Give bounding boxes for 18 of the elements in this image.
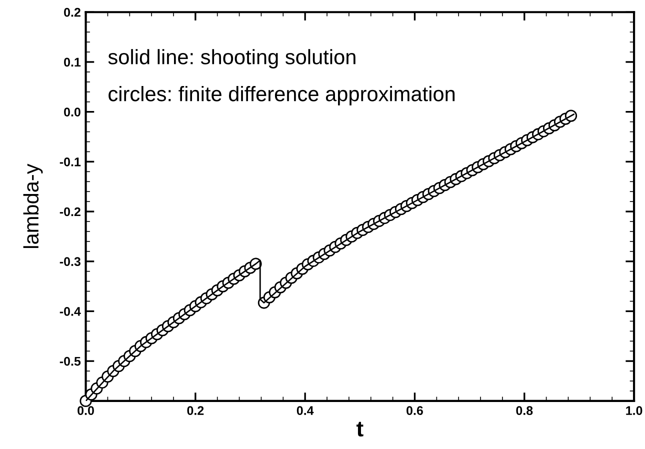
x-axis-title: t: [356, 422, 364, 437]
y-tick-label: 0.2: [64, 8, 80, 17]
y-tick-label: 0.1: [64, 58, 81, 67]
y-tick-label: -0.3: [60, 257, 80, 266]
x-tick-label: 0.4: [296, 406, 314, 415]
y-tick-label: -0.2: [60, 207, 80, 216]
y-axis-title: lambda-y: [23, 164, 43, 248]
x-tick-label: 1.0: [626, 406, 642, 415]
annotation: circles: finite difference approximation: [108, 86, 455, 106]
y-tick-label: -0.1: [60, 157, 81, 166]
x-tick-label: 0.8: [516, 406, 533, 415]
y-tick-label: -0.5: [60, 356, 81, 366]
annotation: solid line: shooting solution: [108, 49, 356, 68]
x-tick-label: 0.6: [406, 406, 423, 415]
x-tick-label: 0.2: [187, 406, 204, 415]
x-tick-label: 0.0: [78, 406, 94, 415]
y-tick-label: 0.0: [64, 108, 80, 116]
y-tick-label: -0.4: [60, 307, 81, 316]
